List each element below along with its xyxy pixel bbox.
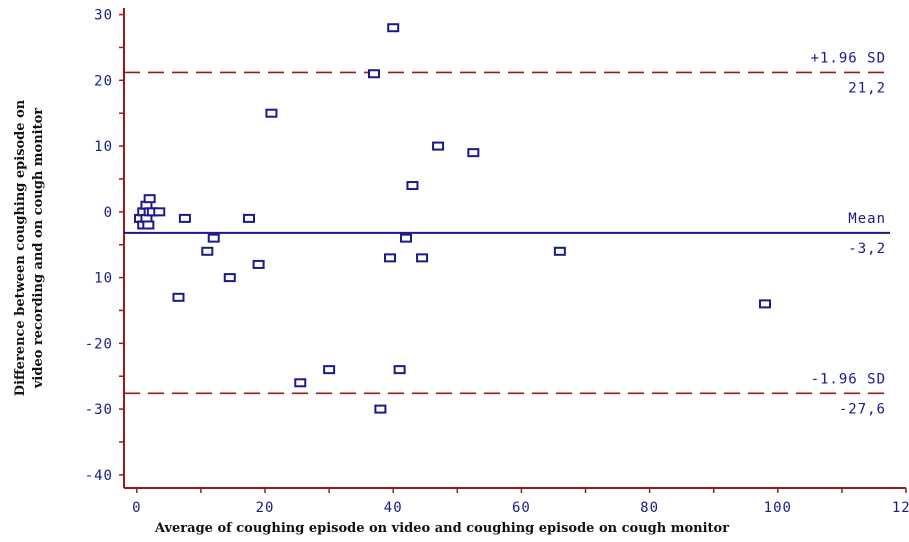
x-tick-label: 40 <box>384 500 403 516</box>
data-point <box>172 292 185 302</box>
y-axis-title-line-2: video recording and on cough monitor <box>31 108 46 389</box>
y-tick-label: 20 <box>94 73 113 89</box>
data-point <box>367 69 380 79</box>
upper-limit-label: +1.96 SD <box>811 50 886 66</box>
data-point <box>252 259 265 269</box>
data-point <box>553 246 566 256</box>
data-point <box>201 246 214 256</box>
y-tick-label: -40 <box>85 468 113 484</box>
data-point <box>142 220 155 230</box>
data-point <box>384 253 397 263</box>
data-point <box>207 233 220 243</box>
data-point <box>416 253 429 263</box>
data-point <box>178 213 191 223</box>
data-point <box>432 141 445 151</box>
x-tick-label: 20 <box>256 500 275 516</box>
data-point <box>467 148 480 158</box>
data-point <box>758 299 771 309</box>
y-tick-label: 0 <box>104 205 113 221</box>
data-point <box>143 194 156 204</box>
data-point <box>406 181 419 191</box>
y-tick-label: -30 <box>85 402 113 418</box>
data-point <box>153 207 166 217</box>
x-tick-label: 60 <box>512 500 531 516</box>
y-tick-label: 30 <box>94 8 113 24</box>
x-tick-label: 0 <box>132 500 141 516</box>
mean-value: -3,2 <box>848 241 886 257</box>
data-point <box>323 365 336 375</box>
y-tick-label: 10 <box>94 271 113 287</box>
lower-limit-value: -27,6 <box>839 401 886 417</box>
x-tick-label: 80 <box>640 500 659 516</box>
x-tick-label: 120 <box>892 500 909 516</box>
data-point <box>242 213 255 223</box>
y-tick-label: 10 <box>94 139 113 155</box>
x-axis-title: Average of coughing episode on video and… <box>154 521 729 536</box>
y-tick-label: -20 <box>85 336 113 352</box>
upper-limit-value: 21,2 <box>848 80 886 96</box>
data-point <box>265 108 278 118</box>
y-axis-title-line-1: Difference between coughing episode on <box>13 99 28 396</box>
lower-limit-label: -1.96 SD <box>811 371 886 387</box>
data-point <box>387 23 400 33</box>
data-point <box>223 273 236 283</box>
x-tick-label: 100 <box>764 500 792 516</box>
data-point <box>294 378 307 388</box>
data-point <box>374 404 387 414</box>
y-axis-title: Difference between coughing episode on v… <box>13 99 46 396</box>
data-point <box>393 365 406 375</box>
mean-label: Mean <box>848 211 886 227</box>
data-point <box>400 233 413 243</box>
